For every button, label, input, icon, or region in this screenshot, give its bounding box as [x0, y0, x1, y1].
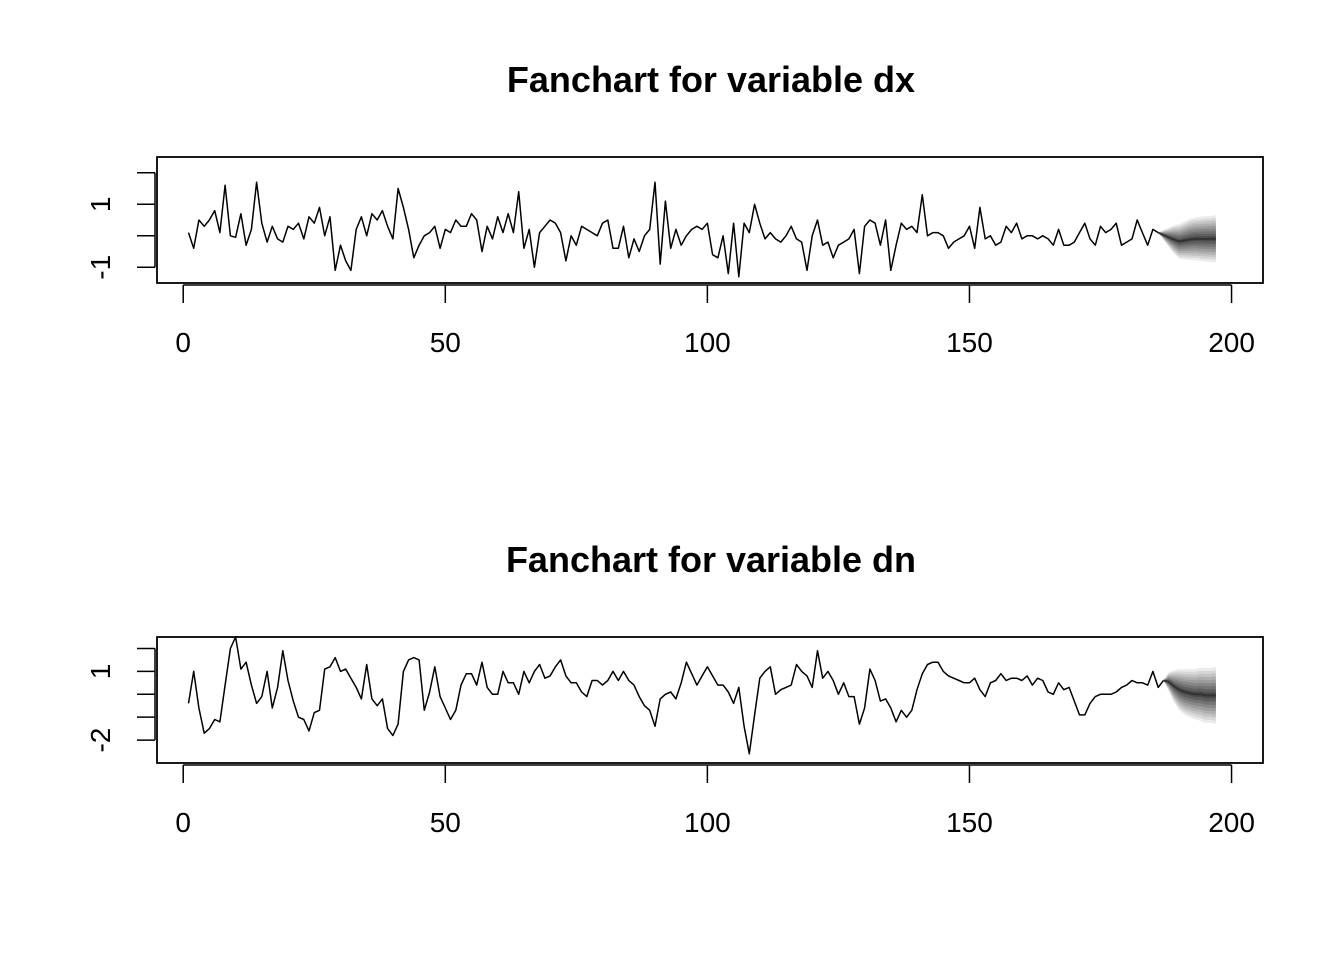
plot-frame	[156, 156, 1264, 284]
y-axis: -2 1	[85, 647, 156, 753]
x-tick-label: 0	[175, 327, 191, 358]
x-tick-label: 50	[430, 807, 461, 838]
y-tick-label: 1	[85, 197, 116, 213]
chart-panel-dn: Fanchart for variable dn 0 50 100 150 200 -2…	[85, 539, 1264, 838]
chart-title: Fanchart for variable dx	[507, 59, 915, 100]
x-tick-label: 150	[946, 327, 993, 358]
y-tick-label: -2	[85, 728, 116, 753]
x-tick-label: 150	[946, 807, 993, 838]
x-axis: 0 50 100 150 200	[175, 764, 1255, 838]
series-line	[187, 181, 1159, 278]
x-tick-label: 200	[1208, 327, 1255, 358]
y-axis: -1 1	[85, 172, 156, 280]
fan-band-1	[1158, 232, 1216, 244]
series-line	[187, 636, 1164, 755]
chart-panel-dx: Fanchart for variable dx 0 50 100 150 200 -1…	[85, 59, 1264, 358]
x-tick-label: 50	[430, 327, 461, 358]
forecast-median-line	[1157, 231, 1216, 243]
forecast-median-line	[1163, 679, 1216, 697]
forecast-fan	[1163, 666, 1216, 725]
x-axis: 0 50 100 150 200	[175, 284, 1255, 358]
y-tick-label: 1	[85, 664, 116, 680]
x-tick-label: 100	[684, 807, 731, 838]
y-tick-label: -1	[85, 255, 116, 280]
plot-frame	[156, 636, 1264, 764]
x-tick-label: 200	[1208, 807, 1255, 838]
chart-title: Fanchart for variable dn	[506, 539, 916, 580]
x-tick-label: 0	[175, 807, 191, 838]
x-tick-label: 100	[684, 327, 731, 358]
